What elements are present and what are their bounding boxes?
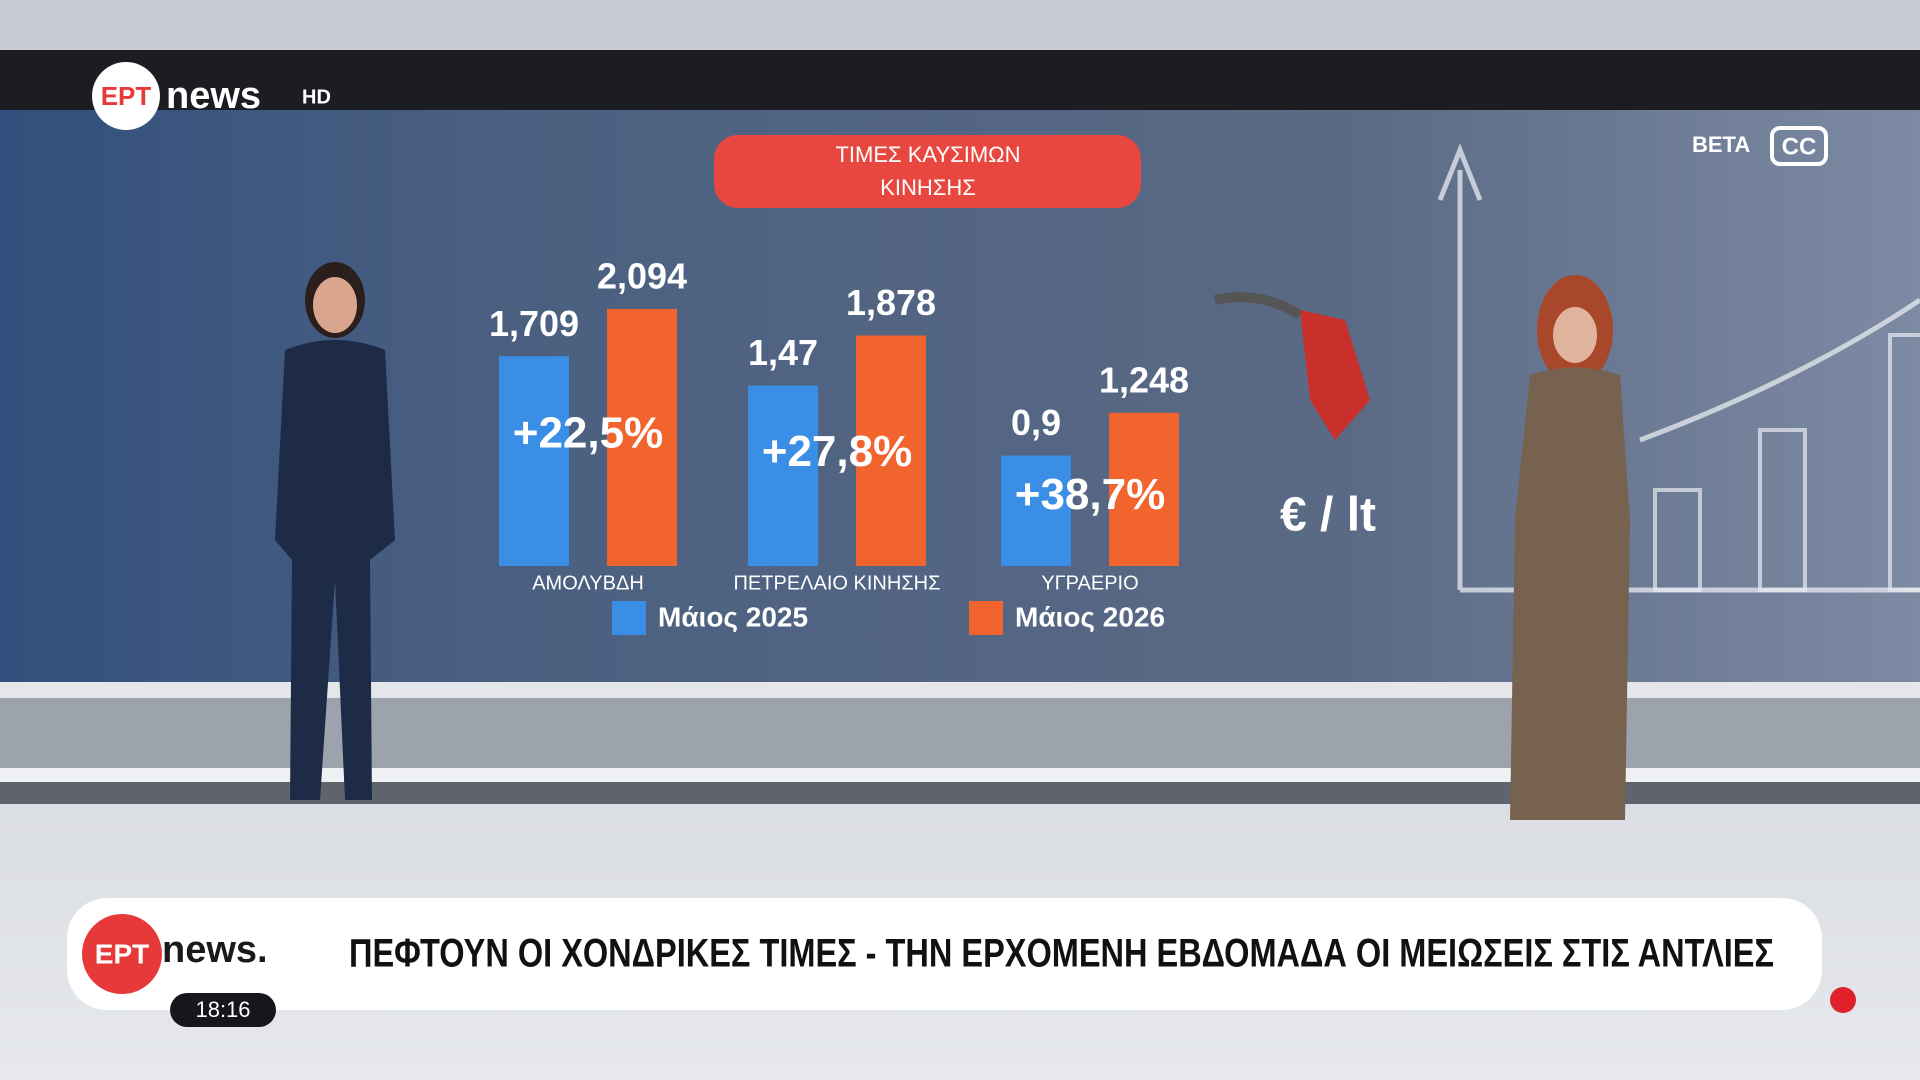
ticker-name: news. [162,929,268,971]
legend-label: Μάιος 2025 [658,601,808,632]
ticker-bar [67,898,1822,1010]
legend-swatch [969,601,1003,635]
channel-name: ΒΕΤΑ [1692,132,1750,157]
time-pill [170,993,276,1027]
value-label: 1,248 [1099,359,1189,400]
change-annotation: +38,7% [1015,470,1165,519]
top-band [0,50,1920,112]
bar [1001,455,1071,566]
light-strip [0,768,1920,782]
value-label: 1,709 [489,303,579,344]
presenter-right [1510,275,1630,820]
category-label: ΥΓΡΑΕΡΙΟ [1041,572,1138,594]
change-annotation: +27,8% [762,427,912,476]
bar-chart: 1,709 2,094 +22,5% ΑΜΟΛΥΒΔΗ 1,47 1,878 +27,8% Π… [489,256,1189,635]
legend-swatch [612,601,646,635]
bar [607,309,677,566]
logo-brand: ΕΡΤ [101,81,152,111]
chart-title: ΚΙΝΗΣΗΣ [880,175,976,200]
value-label: 0,9 [1011,402,1061,443]
value-label: 2,094 [597,256,687,297]
change-annotation: +22,5% [513,409,663,458]
bar [1109,412,1179,566]
logo-circle [92,62,160,130]
chalk-bars [1653,333,1920,592]
bar [856,335,926,566]
bar [748,385,818,566]
value-label: 1,47 [748,332,818,373]
ceiling [0,0,1920,50]
chart-title-pill [714,135,1141,208]
value-label: 1,878 [846,282,936,323]
fuel-pump-icon [1213,292,1370,440]
presenter-left [275,262,395,800]
category-label: ΠΕΤΡΕΛΑΙΟ ΚΙΝΗΣΗΣ [733,572,940,594]
cc-badge-frame [1770,126,1828,166]
cc-badge: CC [1782,133,1817,160]
live-dot [1830,987,1856,1013]
wall-ledge [0,682,1920,698]
unit-label: € / lt [1280,489,1376,542]
dark-strip [0,782,1920,804]
logo-quality: HD [302,86,331,108]
chalk-chart-drawing [1437,143,1920,593]
ticker-headline: ΠΕΦΤΟΥΝ ΟΙ ΧΟΝΔΡΙΚΕΣ ΤΙΜΕΣ - ΤΗΝ ΕΡΧΟΜΕΝ… [349,932,1774,976]
legend-label: Μάιος 2026 [1015,601,1165,632]
logo-name: news [166,75,261,117]
chart-title: ΤΙΜΕΣ ΚΑΥΣΙΜΩΝ [835,142,1020,167]
ticker-brand: ΕΡΤ [95,938,149,969]
bar [499,356,569,566]
category-label: ΑΜΟΛΥΒΔΗ [532,572,644,594]
ticker-time: 18:16 [195,997,250,1022]
wall-base [0,698,1920,768]
ticker-logo-circle [82,914,162,994]
